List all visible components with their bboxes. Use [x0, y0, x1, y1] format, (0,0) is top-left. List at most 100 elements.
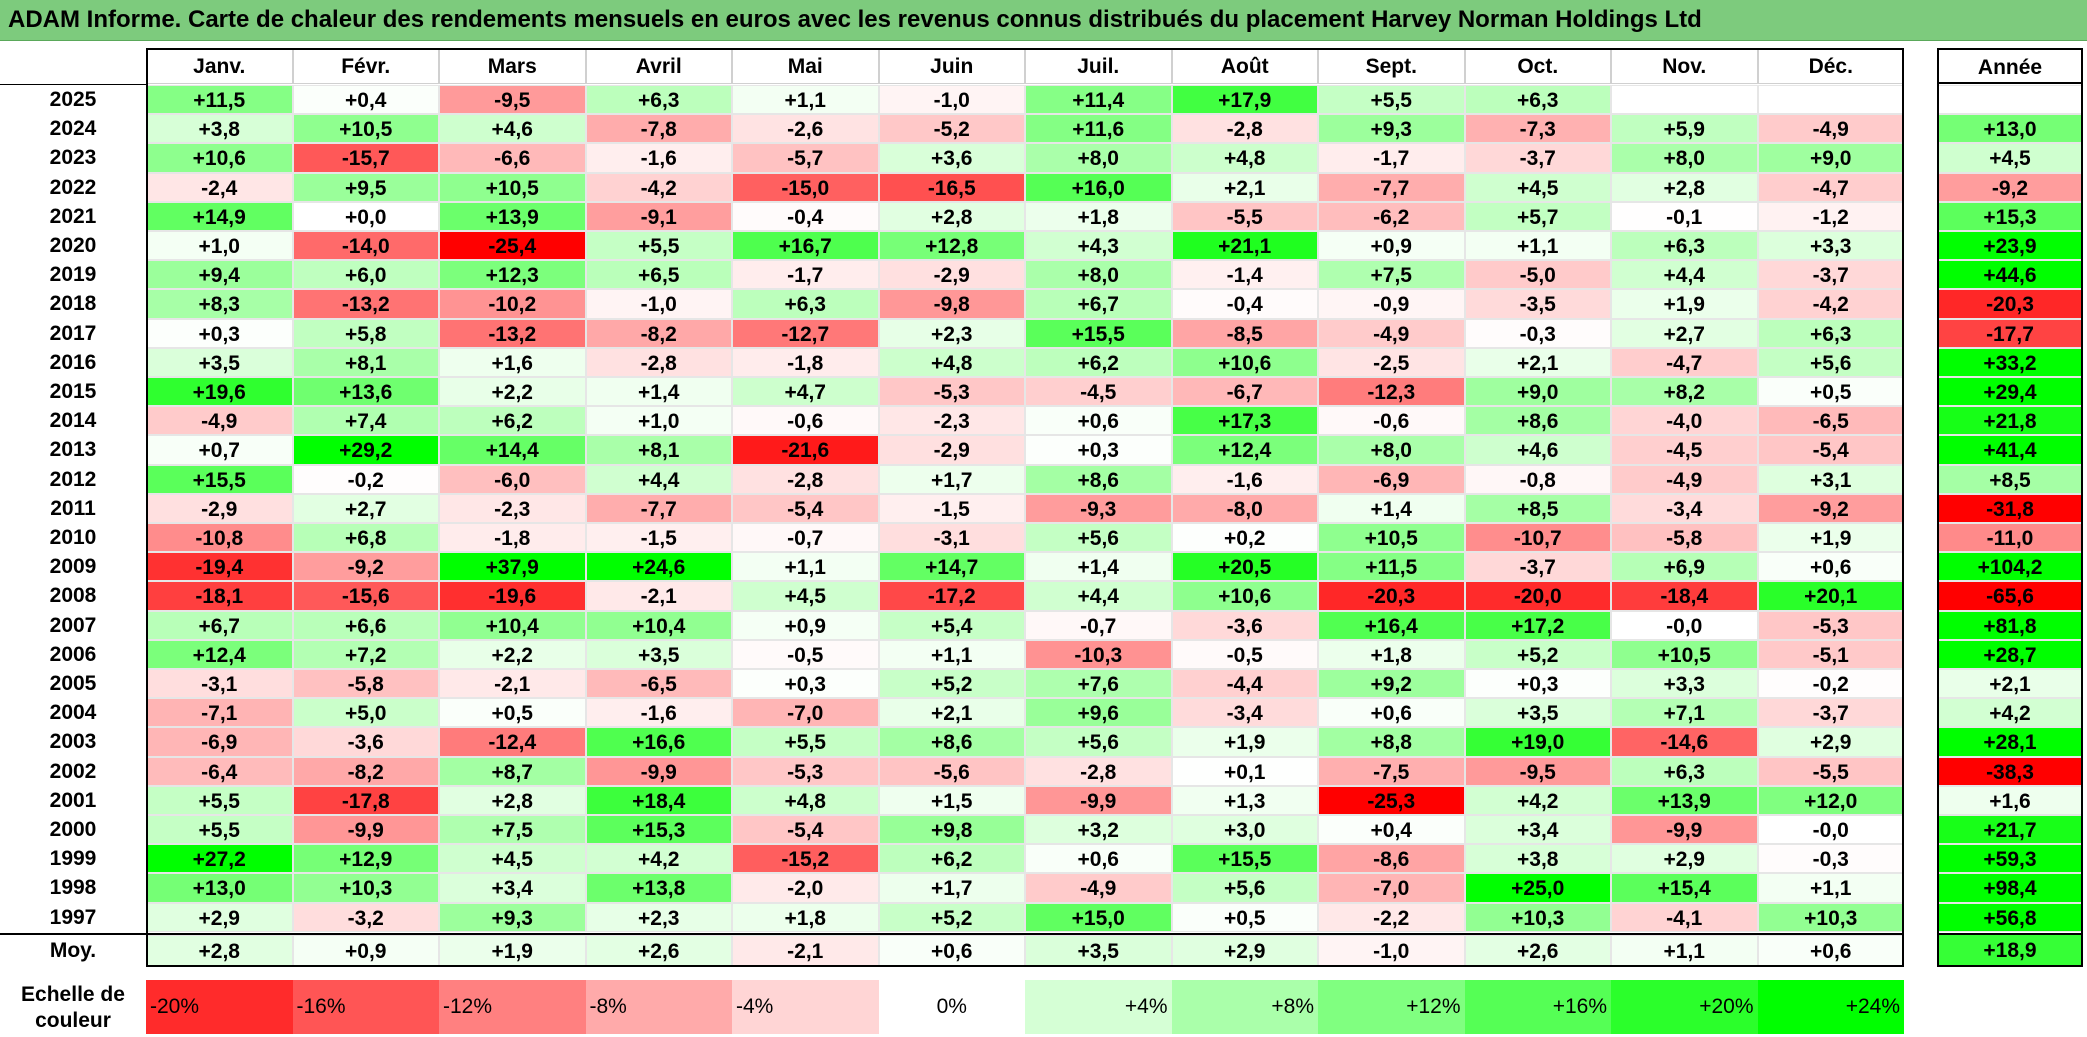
year-label: 2023: [49, 146, 97, 170]
heatmap-cell: +6,3: [1611, 231, 1758, 261]
heatmap-cell: +1,1: [1464, 231, 1611, 261]
year-label: 2008: [49, 584, 97, 608]
annual-cell: +23,9: [1937, 231, 2083, 261]
heatmap-cell: +1,1: [732, 552, 879, 582]
heatmap-cell: +3,3: [1611, 669, 1758, 699]
heatmap-cell: +2,1: [1171, 172, 1318, 202]
heatmap-cell: -5,4: [732, 815, 879, 845]
year-label: 2025: [49, 88, 97, 111]
heatmap-cell: -18,4: [1611, 581, 1758, 611]
annual-cell: +33,2: [1937, 347, 2083, 377]
heatmap-cell: -0,3: [1464, 318, 1611, 348]
heatmap-cell: +13,9: [439, 201, 586, 231]
scale-swatch: -16%: [292, 980, 439, 1034]
annual-cell: +29,4: [1937, 377, 2083, 407]
heatmap-cell: +5,2: [878, 669, 1025, 699]
heatmap-cell: +4,4: [1611, 260, 1758, 290]
heatmap-cell: +13,6: [292, 377, 439, 407]
heatmap-cell: +10,6: [146, 143, 293, 173]
annual-cell: +15,3: [1937, 201, 2083, 231]
heatmap-cell: -5,6: [878, 756, 1025, 786]
heatmap-cell: +9,3: [1318, 114, 1465, 144]
heatmap-cell: +5,5: [732, 727, 879, 757]
heatmap-cell: -9,8: [878, 289, 1025, 319]
heatmap-cell: +1,9: [1171, 727, 1318, 757]
annual-cell: -17,7: [1937, 318, 2083, 348]
heatmap-cell: -4,9: [146, 406, 293, 436]
heatmap-cell: -2,8: [1171, 114, 1318, 144]
heatmap-cell: -4,2: [1757, 289, 1904, 319]
heatmap-cell: -6,7: [1171, 377, 1318, 407]
heatmap-cell: +2,9: [146, 902, 293, 932]
heatmap-cell: +15,3: [585, 815, 732, 845]
heatmap-cell: -4,7: [1611, 347, 1758, 377]
heatmap-cell: -7,7: [585, 493, 732, 523]
heatmap-cell: -0,6: [732, 406, 879, 436]
heatmap-cell: +4,5: [439, 844, 586, 874]
month-header: Janv.: [146, 48, 293, 84]
heatmap-cell: -2,8: [585, 347, 732, 377]
heatmap-cell: -5,7: [732, 143, 879, 173]
heatmap-cell: -3,4: [1611, 493, 1758, 523]
heatmap-cell: +6,3: [732, 289, 879, 319]
annual-cell: -11,0: [1937, 523, 2083, 553]
scale-swatch: +24%: [1757, 980, 1904, 1034]
heatmap-cell: +4,6: [1464, 435, 1611, 465]
heatmap-cell: +2,2: [439, 377, 586, 407]
year-label: 1997: [49, 905, 97, 929]
heatmap-cell: -7,8: [585, 114, 732, 144]
heatmap-cell: -0,5: [1171, 639, 1318, 669]
heatmap-cell: -8,0: [1171, 493, 1318, 523]
annual-cell: +8,5: [1937, 464, 2083, 494]
heatmap-cell: +3,2: [1025, 815, 1172, 845]
heatmap-cell: -9,5: [439, 85, 586, 115]
heatmap-cell: +8,1: [292, 347, 439, 377]
heatmap-cell: +2,9: [1611, 844, 1758, 874]
annual-cell: -31,8: [1937, 493, 2083, 523]
heatmap-cell: +0,4: [1318, 815, 1465, 845]
heatmap-cell: -18,1: [146, 581, 293, 611]
heatmap-cell: +0,3: [1025, 435, 1172, 465]
heatmap-cell: -10,3: [1025, 639, 1172, 669]
heatmap-cell: -1,0: [878, 85, 1025, 115]
heatmap-cell: -15,7: [292, 143, 439, 173]
heatmap-cell: +4,4: [1025, 581, 1172, 611]
heatmap-cell: +6,0: [292, 260, 439, 290]
heatmap-cell: -2,9: [146, 493, 293, 523]
heatmap-cell: +8,0: [1611, 143, 1758, 173]
heatmap-cell: -10,2: [439, 289, 586, 319]
heatmap-cell: +6,2: [878, 844, 1025, 874]
heatmap-cell: -9,5: [1464, 756, 1611, 786]
heatmap-cell: -9,9: [292, 815, 439, 845]
heatmap-cell: -1,8: [732, 347, 879, 377]
heatmap-cell: +3,4: [1464, 815, 1611, 845]
heatmap-cell: +0,7: [146, 435, 293, 465]
average-cell: +1,1: [1611, 935, 1758, 967]
heatmap-cell: +3,0: [1171, 815, 1318, 845]
annual-cell: +4,5: [1937, 143, 2083, 173]
year-label: 2015: [49, 380, 97, 403]
heatmap-cell: -1,7: [732, 260, 879, 290]
heatmap-cell: +0,5: [1171, 902, 1318, 932]
heatmap-cell: -3,4: [1171, 698, 1318, 728]
heatmap-cell: +9,6: [1025, 698, 1172, 728]
year-label: 2000: [49, 818, 97, 841]
scale-swatch: +12%: [1318, 980, 1465, 1034]
heatmap-cell: +1,4: [1318, 493, 1465, 523]
heatmap-cell: -0,7: [732, 523, 879, 553]
year-label: 2001: [49, 788, 97, 812]
annual-cell: +4,2: [1937, 698, 2083, 728]
annual-cell: -9,2: [1937, 172, 2083, 202]
heatmap-cell: +4,4: [585, 464, 732, 494]
heatmap-cell: +4,8: [1171, 143, 1318, 173]
heatmap-cell: +21,1: [1171, 231, 1318, 261]
annual-cell: -38,3: [1937, 756, 2083, 786]
heatmap-cell: +3,5: [146, 347, 293, 377]
heatmap-cell: +0,5: [1757, 377, 1904, 407]
heatmap-cell: +4,7: [732, 377, 879, 407]
heatmap-cell: +20,5: [1171, 552, 1318, 582]
heatmap-cell: +17,9: [1171, 85, 1318, 115]
heatmap-cell: -12,3: [1318, 377, 1465, 407]
heatmap-cell: -25,3: [1318, 785, 1465, 815]
scale-label: Echelle de couleur: [21, 983, 125, 1032]
